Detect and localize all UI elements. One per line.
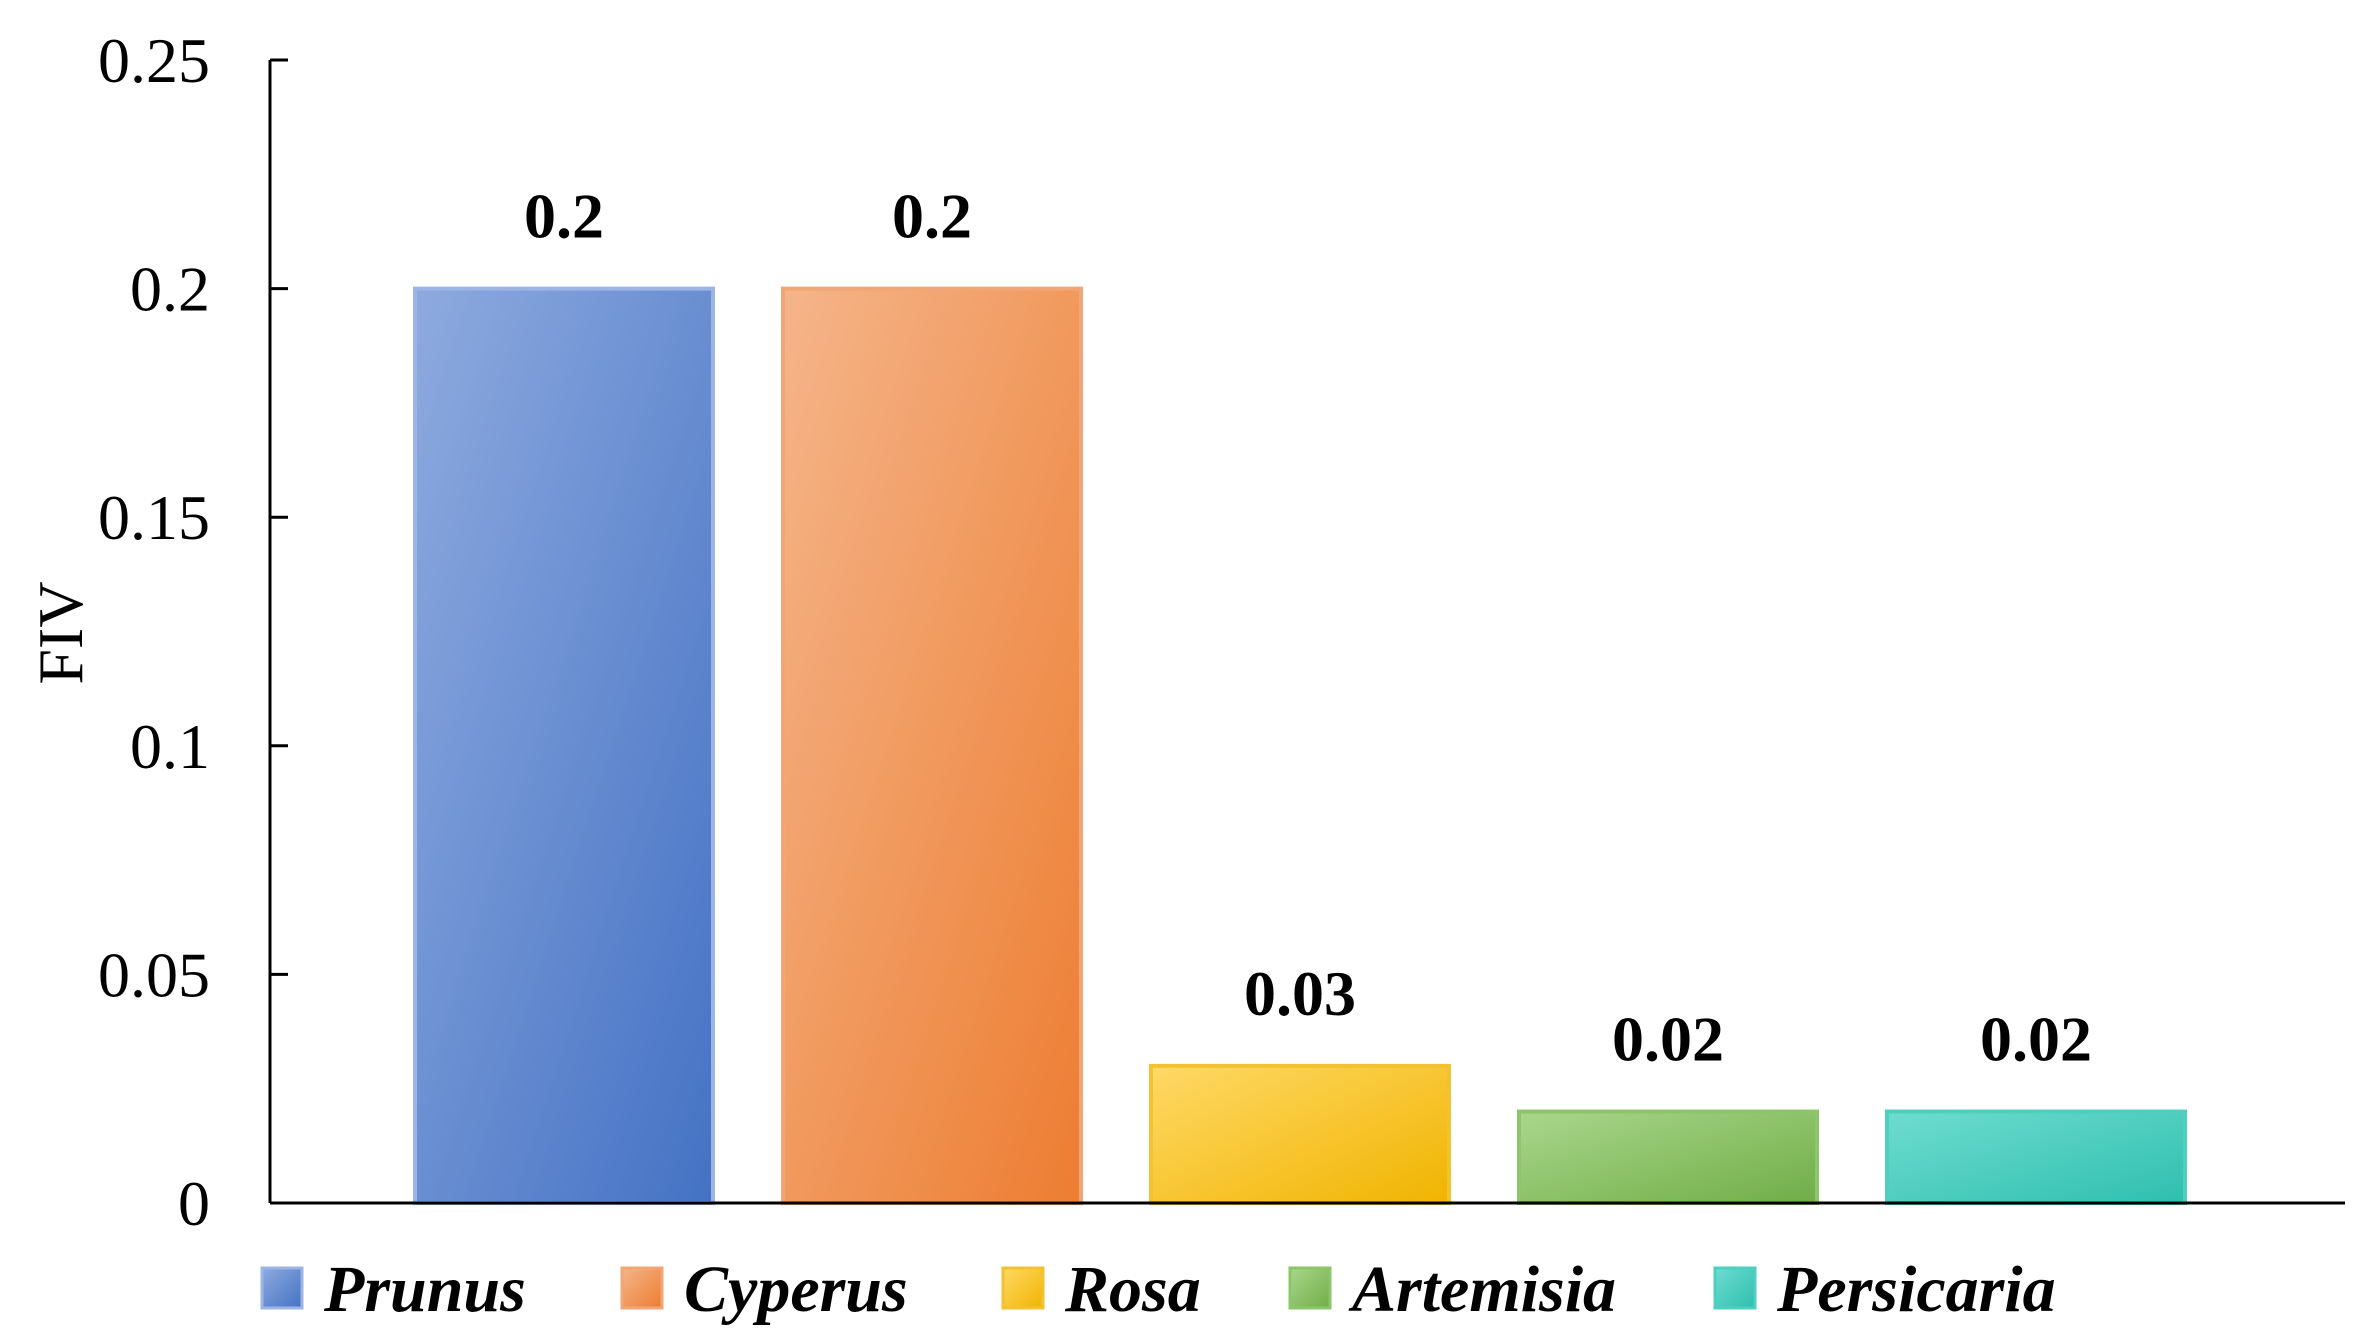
- y-axis-title: FIV: [25, 581, 96, 684]
- legend-label: Artemisia: [1348, 1253, 1616, 1326]
- bar-data-label: 0.02: [1980, 1004, 2092, 1075]
- y-axis-title-group: FIV: [25, 581, 96, 684]
- bar-data-label: 0.03: [1244, 958, 1356, 1029]
- bars: [413, 286, 2187, 1206]
- legend-swatch: [1288, 1266, 1332, 1310]
- bar-data-labels: 0.2 0.2 0.03 0.02 0.02: [524, 181, 2092, 1075]
- legend-swatch: [1713, 1266, 1757, 1310]
- y-tick-label: 0.2: [130, 254, 210, 325]
- bar-artemisia: [1517, 1109, 1819, 1206]
- y-ticks: 0 0.05 0.1 0.15 0.2 0.25: [98, 25, 288, 1239]
- legend-swatch: [260, 1266, 304, 1310]
- bar-data-label: 0.02: [1612, 1004, 1724, 1075]
- axes: [268, 60, 2345, 1205]
- bar-persicaria: [1885, 1109, 2187, 1206]
- y-tick-label: 0.1: [130, 711, 210, 782]
- bar-cyperus: [781, 286, 1083, 1206]
- bar-data-label: 0.2: [524, 181, 604, 252]
- legend-swatch: [620, 1266, 664, 1310]
- bar-prunus: [413, 286, 715, 1206]
- legend-label: Rosa: [1064, 1253, 1201, 1326]
- y-tick-label: 0: [178, 1168, 210, 1239]
- bar-data-label: 0.2: [892, 181, 972, 252]
- y-tick-label: 0.05: [98, 939, 210, 1010]
- bar-rosa: [1149, 1063, 1451, 1205]
- y-tick-label: 0.15: [98, 482, 210, 553]
- legend-swatch: [1001, 1266, 1045, 1310]
- legend-label: Persicaria: [1776, 1253, 2056, 1326]
- y-tick-label: 0.25: [98, 25, 210, 96]
- legend: Prunus Cyperus Rosa Artemisia Persicaria: [260, 1253, 2056, 1326]
- legend-label: Cyperus: [684, 1253, 908, 1326]
- legend-label: Prunus: [323, 1253, 526, 1326]
